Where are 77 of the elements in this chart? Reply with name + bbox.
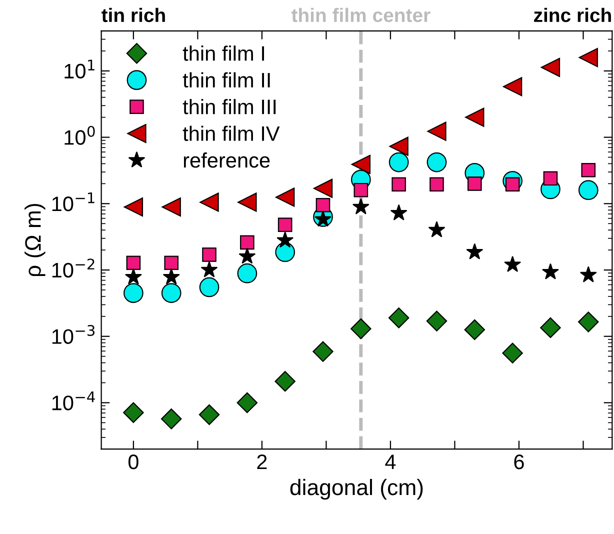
point	[464, 319, 486, 340]
point	[502, 77, 522, 96]
x-tick-label: 4	[385, 454, 396, 470]
point	[124, 268, 142, 284]
point	[578, 48, 598, 68]
point	[542, 263, 559, 280]
ref-line-label: thin film center	[291, 8, 430, 22]
point	[388, 307, 410, 328]
point	[392, 177, 406, 192]
point	[350, 318, 372, 340]
point	[124, 283, 144, 303]
point	[578, 312, 599, 332]
y-tick-label: 10$^{1}$	[64, 60, 94, 79]
point	[199, 277, 220, 298]
point	[276, 231, 294, 248]
point	[467, 176, 482, 191]
y-axis-title: ρ (Ω m)	[24, 204, 46, 276]
point	[162, 268, 180, 284]
point	[580, 266, 597, 282]
point	[502, 342, 523, 364]
point	[316, 198, 330, 212]
legend-label: thin film I	[182, 46, 264, 61]
point	[578, 180, 598, 200]
point	[581, 162, 596, 178]
point	[238, 192, 257, 212]
point	[351, 154, 370, 174]
point	[389, 136, 408, 156]
point	[504, 256, 522, 272]
point	[312, 341, 334, 362]
point	[200, 192, 219, 212]
point	[164, 256, 179, 270]
point	[426, 152, 447, 172]
point	[390, 204, 408, 220]
point	[465, 108, 484, 127]
y-tick-label: 10$^{0}$	[64, 126, 95, 145]
point	[238, 248, 256, 264]
legend-label: thin film II	[182, 72, 270, 88]
point	[160, 408, 182, 430]
text: zinc rich	[534, 8, 611, 22]
legend-label: thin film III	[182, 98, 276, 114]
point	[276, 188, 295, 207]
point	[543, 171, 558, 186]
y-tick-label: 10$^{−1}$	[52, 192, 94, 212]
point	[466, 243, 484, 260]
x-axis-title: diagonal (cm)	[290, 478, 423, 500]
point	[126, 256, 141, 270]
point	[161, 283, 182, 303]
point	[540, 317, 561, 338]
point	[354, 182, 368, 198]
point	[430, 177, 444, 192]
x-tick-label: 6	[514, 454, 524, 470]
point	[198, 404, 220, 426]
y-tick-label: 10$^{−4}$	[52, 392, 95, 410]
point	[162, 197, 181, 217]
point	[426, 310, 448, 332]
point	[240, 235, 254, 250]
point	[427, 122, 446, 141]
point	[200, 261, 218, 278]
point	[388, 152, 409, 172]
point	[540, 58, 560, 77]
legend-label: reference	[184, 152, 270, 168]
x-tick-label: 2	[257, 454, 267, 470]
point	[428, 221, 446, 238]
x-tick-label: 0	[128, 454, 138, 470]
point	[236, 392, 258, 414]
point	[278, 218, 292, 232]
point	[352, 198, 370, 214]
point	[313, 178, 333, 198]
legend-label: thin film IV	[182, 126, 280, 141]
y-tick-label: 10$^{−2}$	[52, 258, 94, 278]
point	[274, 370, 296, 392]
point	[123, 402, 144, 423]
y-tick-label: 10$^{−3}$	[52, 324, 95, 344]
point	[237, 263, 258, 284]
point	[124, 197, 144, 217]
point	[202, 248, 216, 262]
text: tin rich	[102, 8, 165, 22]
